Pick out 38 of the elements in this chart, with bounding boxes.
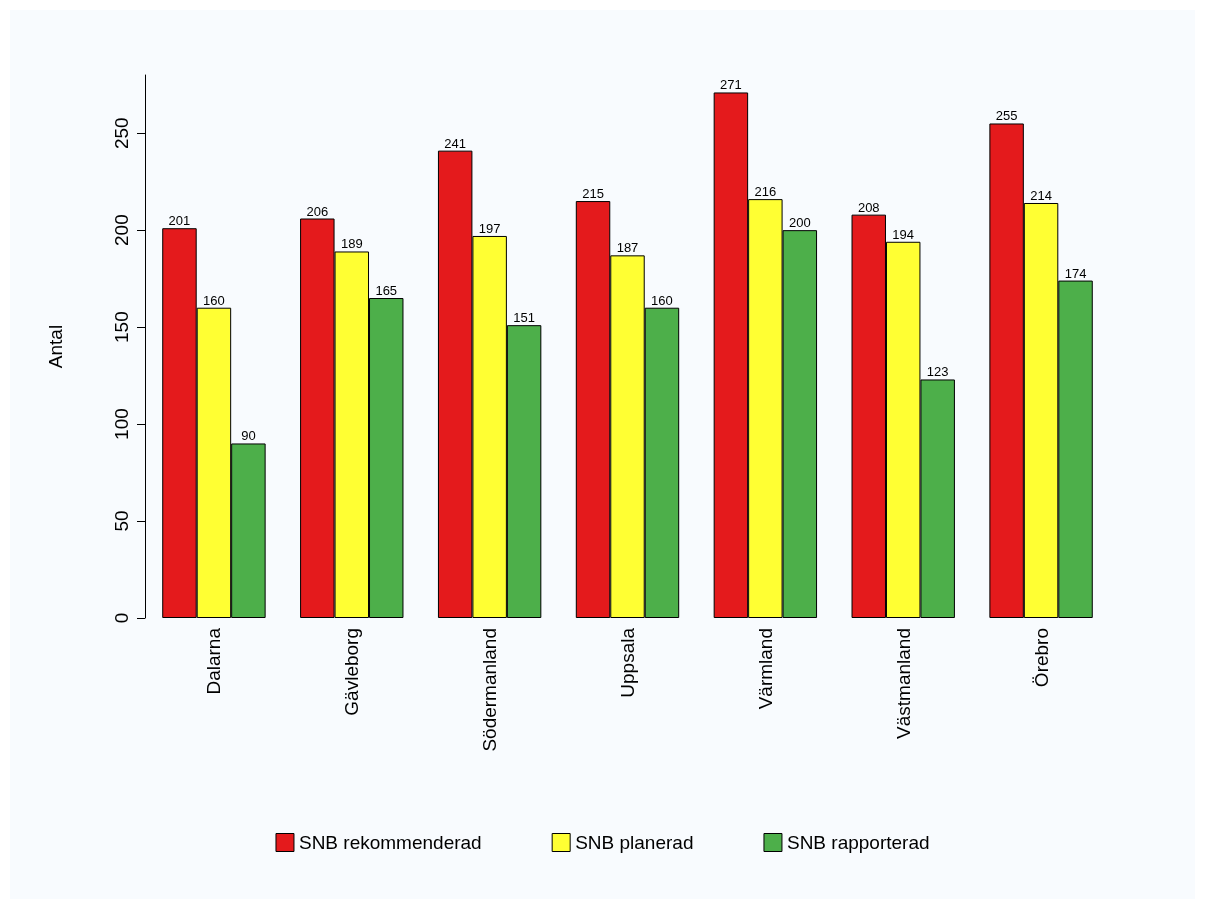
data-label: 200 bbox=[788, 215, 811, 231]
data-label: 165 bbox=[375, 283, 398, 299]
x-tick-label: Södermanland bbox=[479, 628, 501, 752]
data-label: 160 bbox=[651, 292, 673, 308]
data-label: 208 bbox=[857, 199, 880, 215]
data-label: 187 bbox=[616, 240, 639, 256]
data-label: 241 bbox=[444, 135, 467, 151]
y-tick-label: 100 bbox=[111, 408, 132, 440]
legend-label: SNB rekommenderad bbox=[298, 832, 482, 853]
y-tick-label: 0 bbox=[111, 612, 132, 624]
data-label: 197 bbox=[478, 220, 501, 236]
data-label: 151 bbox=[513, 310, 535, 326]
y-tick-label: 50 bbox=[111, 510, 132, 532]
x-tick-label: Dalarna bbox=[203, 627, 225, 695]
data-label: 194 bbox=[892, 226, 915, 242]
data-label: 214 bbox=[1030, 187, 1052, 203]
data-label: 201 bbox=[168, 213, 191, 229]
data-label: 216 bbox=[754, 184, 777, 200]
y-tick-label: 200 bbox=[111, 214, 132, 246]
legend-label: SNB planerad bbox=[575, 832, 694, 853]
y-tick-label: 250 bbox=[111, 117, 132, 150]
data-label: 189 bbox=[340, 236, 363, 252]
x-tick-label: Örebro bbox=[1030, 628, 1052, 688]
x-tick-label: Gävleborg bbox=[341, 628, 363, 716]
x-tick-label: Västmanland bbox=[892, 628, 914, 739]
data-label: 271 bbox=[720, 77, 742, 93]
data-label: 123 bbox=[926, 364, 949, 380]
data-label: 255 bbox=[995, 108, 1018, 124]
data-label: 160 bbox=[203, 292, 225, 308]
x-tick-label: Värmland bbox=[754, 628, 776, 710]
legend-label: SNB rapporterad bbox=[786, 832, 930, 853]
data-label: 90 bbox=[241, 428, 256, 444]
y-axis-title: Antal bbox=[45, 324, 66, 369]
data-label: 174 bbox=[1064, 265, 1087, 281]
data-label: 206 bbox=[306, 203, 329, 219]
data-label: 215 bbox=[582, 186, 604, 202]
y-tick-label: 150 bbox=[111, 311, 132, 343]
x-tick-label: Uppsala bbox=[617, 627, 638, 698]
